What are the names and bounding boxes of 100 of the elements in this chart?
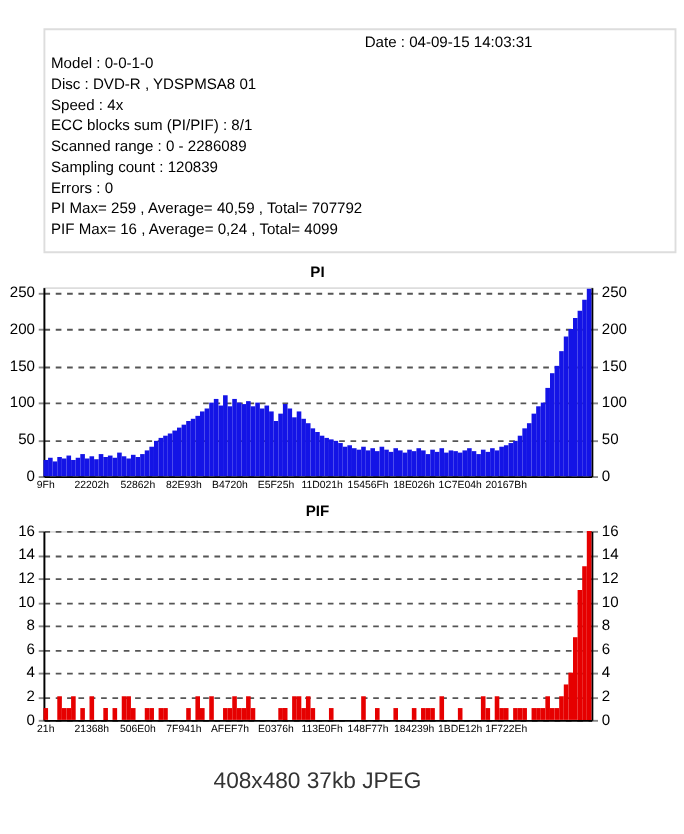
bar [232,398,237,477]
bar [107,455,113,477]
y-tick-label: 100 [9,393,35,412]
bar [232,696,237,720]
bar [126,696,131,720]
bar [209,696,214,720]
bar [255,402,260,477]
bar [282,708,288,720]
y-tick-label: 10 [18,592,35,611]
bar [269,411,274,477]
text: Model : 0-0-1-0 [51,54,154,72]
bar [407,449,412,477]
bar [140,454,145,477]
bar [361,446,366,477]
text: Speed : 4x [51,95,124,114]
y2-tick-label: 4 [601,663,611,682]
bar [522,708,527,720]
bar [374,708,380,720]
bar [149,446,154,477]
y-tick-label: 0 [26,466,35,485]
text: Sampling count : 120839 [51,157,219,176]
bar [43,708,49,720]
bar [71,459,76,477]
y-tick-label: 6 [26,639,35,658]
text: Date : 04-09-15 14:03:31 [364,33,533,52]
y-tick-label: 12 [18,568,35,587]
y-tick-label: 2 [26,686,35,705]
bar [393,708,399,720]
bar [57,696,62,720]
bar [66,455,72,477]
bar [430,449,435,477]
bar [163,435,168,477]
text: PI Max= 259 , Average= 40,59 , Total= 707792 [51,199,363,218]
bar [57,457,62,477]
y-tick-label: 14 [18,545,35,564]
bar [315,432,320,477]
bar [374,451,380,477]
bar [246,401,251,477]
y-tick-label: 150 [9,356,35,375]
bar [264,405,270,477]
y2-tick-label: 8 [601,616,611,635]
bar [71,696,76,720]
bar [549,373,555,477]
bar [453,451,458,477]
bar [573,318,578,477]
y2-tick-label: 14 [601,545,619,564]
bar [480,696,486,720]
y-tick-label: 50 [18,430,35,449]
bar [209,402,214,477]
bar [149,708,154,720]
bar [305,423,311,477]
bar [84,458,90,477]
text: PIF Max= 16 , Average= 0,24 , Total= 4099 [51,220,338,239]
y2-tick-label: 12 [601,568,619,587]
y2-tick-label: 6 [601,639,611,658]
bar [351,448,357,477]
bar [195,415,201,477]
text: Errors : 0 [51,178,114,197]
y2-tick-label: 150 [601,356,627,375]
bar [430,708,435,720]
y-tick-label: 16 [18,521,35,540]
bar [480,449,486,477]
bar [153,440,159,477]
bar [398,450,403,477]
bar [324,437,329,477]
bar [163,708,168,720]
y2-tick-label: 0 [601,710,611,729]
bar [328,708,334,720]
bar [186,708,191,720]
bar [338,443,343,477]
bar [43,459,49,477]
bar [223,395,228,477]
bar [439,696,445,720]
bar [393,448,399,477]
y-tick-label: 250 [9,283,35,302]
bar [536,406,541,477]
bar [421,450,426,477]
bar [444,452,449,477]
bar [48,457,53,477]
bar [241,404,247,477]
bar [503,445,509,477]
bar [292,696,297,720]
bar [80,454,85,477]
bar [476,454,481,477]
bar [200,411,205,477]
y-tick-label: 4 [26,663,35,682]
text: Scanned range : 0 - 2286089 [51,137,247,156]
bar [416,448,422,477]
bar [126,458,131,477]
bar [246,696,251,720]
bar [282,404,288,477]
y2-tick-label: 250 [601,283,627,302]
bar [176,427,182,477]
bar [186,420,191,477]
text: Disc : DVD-R , YDSPMSA8 01 [51,74,257,93]
y2-tick-label: 50 [601,430,619,449]
y2-tick-label: 0 [601,466,611,485]
bar [361,696,366,720]
chart-title: PIF [305,501,330,520]
bar [328,439,334,477]
